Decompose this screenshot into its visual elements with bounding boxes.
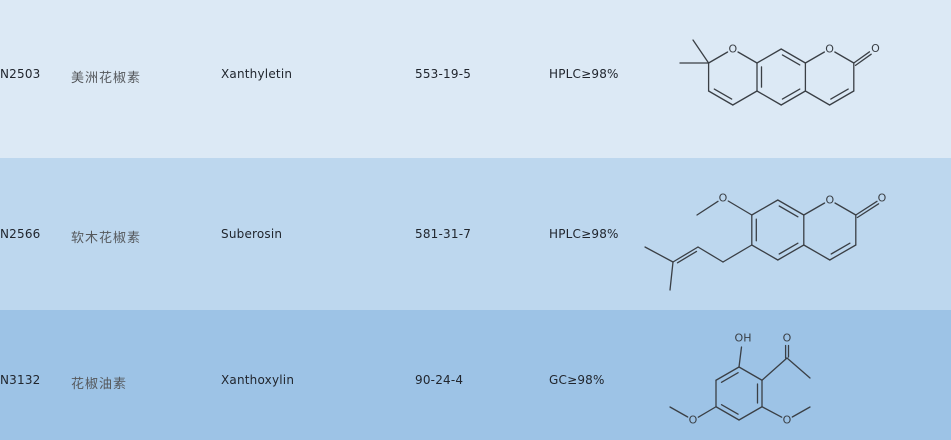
oxygen-atom-label: O	[825, 43, 834, 56]
purity-spec: HPLC≥98%	[549, 67, 619, 81]
oxygen-atom-label: O	[878, 192, 887, 205]
compound-name-chinese: 软木花椒素	[71, 231, 142, 246]
catalog-number: N3132	[0, 373, 41, 387]
xanthyletin-structure-image: O O O	[679, 39, 880, 106]
oxygen-atom-label: O	[783, 332, 792, 345]
suberosin-structure-image: O O O	[644, 192, 887, 291]
purity-spec: GC≥98%	[549, 373, 605, 387]
cas-number: 90-24-4	[415, 373, 464, 387]
compound-name-english: Xanthoxylin	[221, 373, 295, 387]
oxygen-atom-label: O	[719, 192, 728, 205]
xanthoxylin-structure-image: OH O O O	[669, 332, 811, 427]
catalog-number: N2503	[0, 67, 41, 81]
table-row: N2503 美洲花椒素 Xanthyletin 553-19-5 HPLC≥98…	[0, 0, 951, 158]
oxygen-atom-label: O	[783, 414, 792, 427]
compound-name-chinese: 花椒油素	[71, 377, 128, 392]
catalog-number: N2566	[0, 227, 41, 241]
compound-name-english: Xanthyletin	[221, 67, 293, 81]
oxygen-atom-label: O	[871, 42, 880, 55]
oxygen-atom-label: O	[825, 194, 834, 207]
compound-name-chinese: 美洲花椒素	[71, 71, 142, 86]
oxygen-atom-label: O	[728, 43, 737, 56]
cas-number: 581-31-7	[415, 227, 472, 241]
oxygen-atom-label: O	[689, 414, 698, 427]
purity-spec: HPLC≥98%	[549, 227, 619, 241]
compound-name-english: Suberosin	[221, 227, 283, 241]
table-row: N3132 花椒油素 Xanthoxylin 90-24-4 GC≥98%	[0, 310, 951, 440]
table-row: N2566 软木花椒素 Suberosin 581-31-7 HPLC≥98%	[0, 158, 951, 310]
cas-number: 553-19-5	[415, 67, 472, 81]
hydroxyl-label: OH	[735, 332, 752, 345]
